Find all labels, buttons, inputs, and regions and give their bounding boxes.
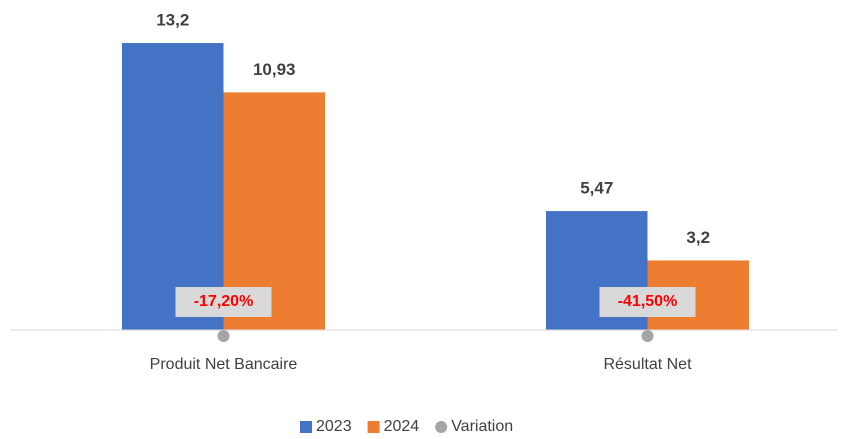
legend-label: 2024 (384, 418, 420, 435)
variation-dot (641, 330, 654, 342)
legend-swatch (367, 421, 380, 433)
data-label: 10,93 (253, 60, 296, 79)
data-label: 13,2 (156, 11, 189, 30)
x-tick-label: Produit Net Bancaire (150, 356, 298, 373)
variation-dot (217, 330, 230, 342)
variation-label-bg (599, 287, 696, 317)
legend-label: 2023 (316, 418, 352, 435)
x-tick-label: Résultat Net (603, 356, 692, 373)
variation-label: -17,20% (194, 293, 254, 310)
data-label: 5,47 (580, 179, 613, 198)
legend-swatch (435, 421, 448, 433)
legend-label: Variation (451, 418, 513, 435)
data-label: 3,2 (686, 228, 710, 247)
variation-label: -41,50% (618, 293, 678, 310)
bar (122, 43, 224, 330)
variation-label-bg (175, 287, 272, 317)
legend-swatch (300, 421, 312, 433)
